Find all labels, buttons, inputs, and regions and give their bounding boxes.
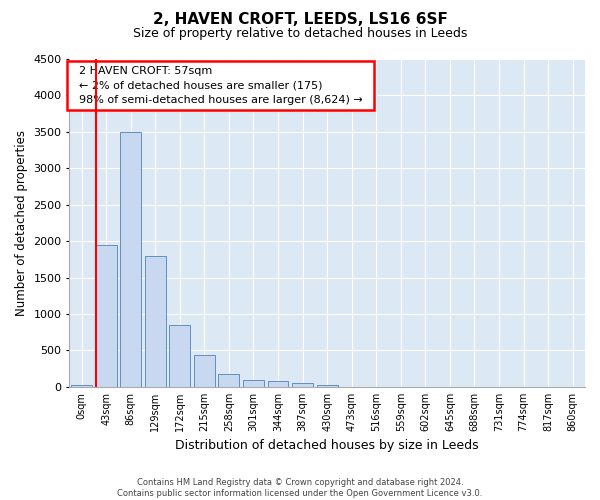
Bar	[120, 132, 141, 387]
Bar	[243, 380, 264, 387]
Bar	[194, 355, 215, 387]
Bar	[317, 384, 338, 387]
Bar	[71, 385, 92, 387]
Text: 2, HAVEN CROFT, LEEDS, LS16 6SF: 2, HAVEN CROFT, LEEDS, LS16 6SF	[152, 12, 448, 28]
Text: 2 HAVEN CROFT: 57sqm  
  ← 2% of detached houses are smaller (175)  
  98% of se: 2 HAVEN CROFT: 57sqm ← 2% of detached ho…	[72, 66, 370, 105]
X-axis label: Distribution of detached houses by size in Leeds: Distribution of detached houses by size …	[175, 440, 479, 452]
Bar	[96, 245, 116, 387]
Text: Size of property relative to detached houses in Leeds: Size of property relative to detached ho…	[133, 28, 467, 40]
Bar	[169, 325, 190, 387]
Y-axis label: Number of detached properties: Number of detached properties	[15, 130, 28, 316]
Text: Contains HM Land Registry data © Crown copyright and database right 2024.
Contai: Contains HM Land Registry data © Crown c…	[118, 478, 482, 498]
Bar	[268, 381, 289, 387]
Bar	[292, 382, 313, 387]
Bar	[145, 256, 166, 387]
Bar	[218, 374, 239, 387]
